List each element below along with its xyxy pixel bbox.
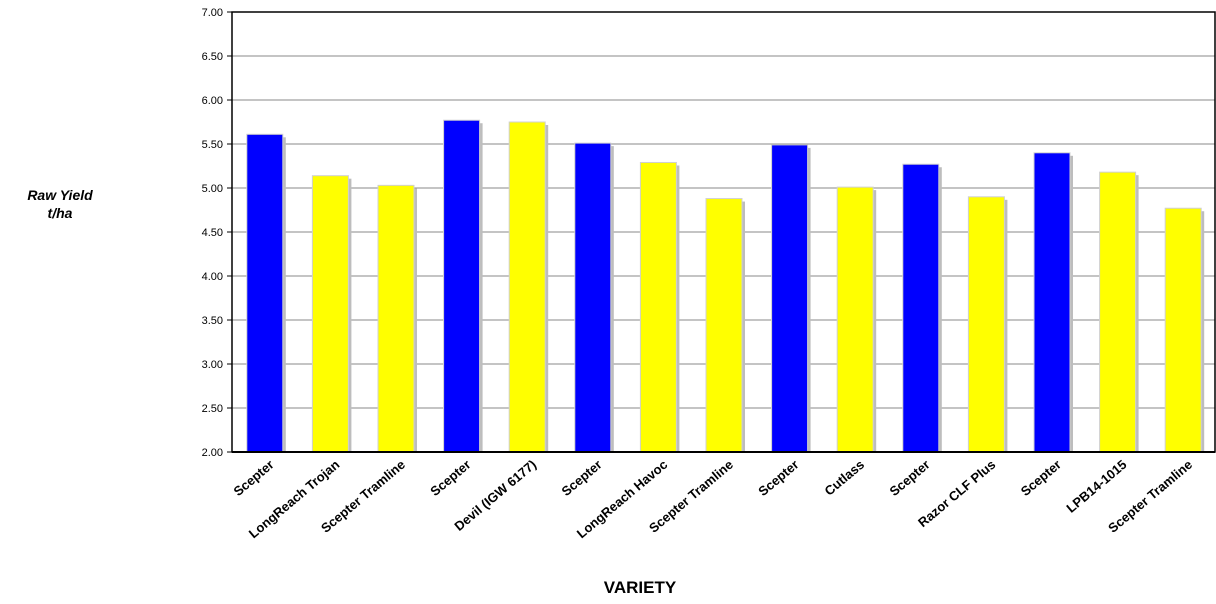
- bar: [311, 175, 349, 453]
- y-tick-label: 4.00: [202, 271, 223, 283]
- x-tick-label: Scepter: [1018, 457, 1064, 499]
- bar: [574, 142, 612, 453]
- y-tick-label: 3.00: [202, 359, 223, 371]
- x-tick-label: Scepter: [231, 457, 277, 499]
- bars: [246, 119, 1205, 453]
- y-tick-label: 2.00: [202, 447, 223, 459]
- x-tick-label: Scepter: [559, 457, 605, 499]
- y-tick-label: 3.50: [202, 315, 223, 327]
- y-tick-label: 7.00: [202, 7, 223, 19]
- bar: [967, 196, 1005, 453]
- y-tick-label: 6.00: [202, 95, 223, 107]
- y-axis-ticks: 2.00 2.50 3.00 3.50 4.00 4.50 5.00 5.50 6.00 6.50…: [202, 7, 232, 459]
- x-tick-label: Scepter: [427, 457, 473, 499]
- bar: [1164, 207, 1202, 453]
- x-tick-label: Scepter: [887, 457, 933, 499]
- y-tick-label: 5.00: [202, 183, 223, 195]
- bar: [1033, 152, 1071, 453]
- bar: [377, 184, 415, 453]
- x-tick-label: Scepter: [755, 457, 801, 499]
- y-tick-label: 5.50: [202, 139, 223, 151]
- x-tick-label: Cutlass: [822, 457, 868, 499]
- bar: [443, 119, 481, 453]
- bar: [836, 186, 874, 453]
- bar: [902, 163, 940, 453]
- bar: [771, 144, 809, 453]
- y-tick-label: 6.50: [202, 51, 223, 63]
- bar: [246, 133, 284, 453]
- y-axis-title: Raw Yield t/ha: [0, 186, 120, 222]
- bar: [705, 198, 743, 453]
- bar: [639, 161, 677, 453]
- y-tick-label: 4.50: [202, 227, 223, 239]
- y-axis-title-line1: Raw Yield: [27, 187, 93, 203]
- bar: [1099, 171, 1137, 453]
- bar: [508, 121, 546, 453]
- x-axis-title: VARIETY: [603, 578, 677, 597]
- y-tick-label: 2.50: [202, 403, 223, 415]
- x-tick-label: LPB14-1015: [1063, 457, 1129, 516]
- y-axis-title-line2: t/ha: [47, 205, 73, 221]
- plot-frame: [231, 11, 1216, 453]
